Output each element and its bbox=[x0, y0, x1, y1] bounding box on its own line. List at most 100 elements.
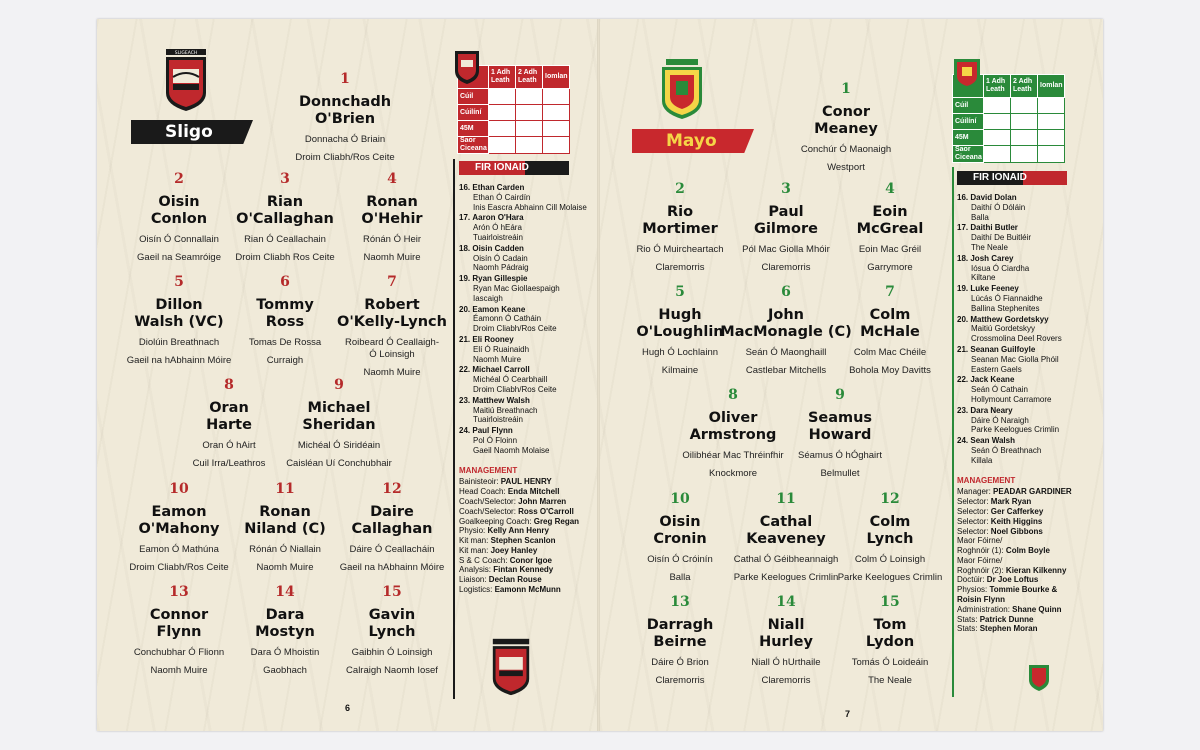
management-row: Logistics: Eamonn McMunn bbox=[459, 585, 595, 595]
score-cell[interactable] bbox=[1037, 113, 1065, 130]
mayo-bottom-crest-icon bbox=[1028, 664, 1050, 692]
mayo-crest-icon bbox=[660, 57, 704, 121]
sub-item: 21. Seanan Guilfoyle Seanan Mac Giolla Ph… bbox=[957, 345, 1097, 374]
mayo-score-box: 1 Adh Leath 2 Adh Leath Iomlan Cúil Cúilíní 4… bbox=[952, 74, 1065, 163]
player-number: 1 bbox=[340, 71, 350, 87]
management-row: Coach/Selector: John Marren bbox=[459, 497, 595, 507]
player-irish-name: Roibeard Ó Ceallaigh- Ó Loinsigh bbox=[345, 337, 439, 360]
sub-name: Jack Keane bbox=[970, 375, 1015, 385]
player-club: Claremorris bbox=[655, 262, 705, 273]
programme-spread: SLIGEACH Sligo 1 Donnchadh O'Brien Donnach… bbox=[97, 19, 1103, 731]
score-cell[interactable] bbox=[515, 88, 543, 105]
player-number: 9 bbox=[835, 387, 845, 403]
player-name: Conor Meaney bbox=[814, 104, 878, 137]
sub-number: 19. bbox=[957, 284, 969, 294]
player-number: 8 bbox=[728, 387, 738, 403]
sub-club: Inis Eascra Abhainn Cill Molaise bbox=[473, 202, 587, 212]
player-number: 14 bbox=[275, 584, 295, 600]
sub-club: The Neale bbox=[971, 242, 1008, 252]
management-name: Eamonn McMunn bbox=[494, 585, 561, 595]
player-club: The Neale bbox=[868, 675, 912, 686]
score-col-header: 2 Adh Leath bbox=[1010, 74, 1038, 98]
score-cell[interactable] bbox=[488, 136, 516, 154]
score-cell[interactable] bbox=[983, 113, 1011, 130]
score-cell[interactable] bbox=[983, 97, 1011, 114]
score-cell[interactable] bbox=[542, 104, 570, 121]
score-row-label: Cúilíní bbox=[457, 104, 489, 121]
sub-name: Seanan Guilfoyle bbox=[970, 344, 1036, 354]
management-name: PEADAR GARDINER bbox=[993, 487, 1072, 497]
management-name: Fintan Kennedy bbox=[493, 565, 554, 575]
sub-item: 18. Josh Carey Iósua Ó Ciardha Kiltane bbox=[957, 254, 1097, 283]
player-name: Oran Harte bbox=[206, 400, 252, 433]
player-name: Ronan O'Hehir bbox=[361, 194, 423, 227]
sub-club: Hollymount Carramore bbox=[971, 394, 1052, 404]
player-number: 6 bbox=[280, 274, 290, 290]
score-cell[interactable] bbox=[983, 129, 1011, 146]
player-club: Gaobhach bbox=[263, 665, 307, 676]
management-row: Roghnóir (2): Kieran Kilkenny bbox=[957, 566, 1097, 576]
management-name: Ross O'Carroll bbox=[518, 506, 574, 516]
player-club: Parke Keelogues Crimlin bbox=[733, 572, 839, 583]
score-cell[interactable] bbox=[1037, 145, 1065, 163]
player-irish-name: Pól Mac Giolla Mhóir bbox=[742, 244, 830, 255]
score-cell[interactable] bbox=[515, 120, 543, 137]
score-cell[interactable] bbox=[542, 136, 570, 154]
player-card: 12 Daire Callaghan Dáire Ó Ceallacháin Gaei… bbox=[322, 481, 462, 574]
management-role: S & C Coach: bbox=[459, 555, 510, 565]
score-cell[interactable] bbox=[1010, 113, 1038, 130]
player-irish-name: Oran Ó hAirt bbox=[202, 440, 256, 451]
score-cell[interactable] bbox=[1010, 129, 1038, 146]
player-card: 10 Oisin Cronin Oisín Ó Cróinín Balla bbox=[610, 491, 750, 584]
management-role: Goalkeeping Coach: bbox=[459, 516, 534, 526]
player-club: Naomh Muire bbox=[256, 562, 314, 573]
score-col-header: 2 Adh Leath bbox=[515, 65, 543, 89]
player-club: Westport bbox=[827, 162, 865, 173]
player-card: 2 Oisin Conlon Oisín Ó Connallain Gaeil na … bbox=[109, 171, 249, 264]
management-name: Tommie Bourke & bbox=[989, 585, 1058, 595]
player-number: 4 bbox=[387, 171, 397, 187]
score-cell[interactable] bbox=[1037, 129, 1065, 146]
player-irish-name: Rian Ó Ceallachain bbox=[244, 234, 326, 245]
sub-name: Aaron O'Hara bbox=[472, 213, 524, 223]
score-cell[interactable] bbox=[542, 120, 570, 137]
player-number: 9 bbox=[334, 377, 344, 393]
score-cell[interactable] bbox=[488, 88, 516, 105]
score-cell[interactable] bbox=[515, 136, 543, 154]
player-irish-name: Rónán Ó Niallain bbox=[249, 544, 321, 555]
sub-club: Balla bbox=[971, 212, 989, 222]
player-club: Naomh Muire bbox=[150, 665, 208, 676]
sub-irish-name: Maitiú Gordetskyy bbox=[971, 324, 1036, 334]
management-role: Manager: bbox=[957, 487, 994, 497]
sub-name: Ryan Gillespie bbox=[472, 274, 528, 284]
management-row: Liaison: Declan Rouse bbox=[459, 575, 595, 585]
player-name: Eamon O'Mahony bbox=[138, 504, 220, 537]
management-role: Roghnóir (2): bbox=[957, 565, 1006, 575]
sub-number: 17. bbox=[459, 213, 471, 223]
sub-irish-name: Maitiú Breathnach bbox=[473, 405, 538, 415]
sub-number: 23. bbox=[957, 405, 969, 415]
score-cell[interactable] bbox=[1037, 97, 1065, 114]
score-cell[interactable] bbox=[983, 145, 1011, 163]
score-cell[interactable] bbox=[1010, 145, 1038, 163]
player-club: Droim Cliabh/Ros Ceite bbox=[295, 152, 395, 163]
management-name: Keith Higgins bbox=[990, 516, 1043, 526]
player-card: 9 Michael Sheridan Michéal Ó Siridéain Cais… bbox=[269, 377, 409, 470]
player-number: 3 bbox=[280, 171, 290, 187]
score-cell[interactable] bbox=[488, 120, 516, 137]
mayo-small-crest-icon bbox=[952, 57, 982, 91]
management-name: Kelly Ann Henry bbox=[487, 526, 549, 536]
page-number-right: 7 bbox=[845, 709, 851, 719]
score-cell[interactable] bbox=[488, 104, 516, 121]
sub-number: 17. bbox=[957, 223, 969, 233]
player-irish-name: Rio Ó Muircheartach bbox=[636, 244, 724, 255]
sub-irish-name: Oisín Ó Cadain bbox=[473, 253, 528, 263]
score-cell[interactable] bbox=[515, 104, 543, 121]
sub-club: Parke Keelogues Crimlin bbox=[971, 425, 1060, 435]
player-irish-name: Eamon Ó Mathúna bbox=[139, 544, 219, 555]
score-cell[interactable] bbox=[542, 88, 570, 105]
management-row: Stats: Stephen Moran bbox=[957, 624, 1097, 634]
player-card: 4 Eoin McGreal Eoin Mac Gréil Garrymore bbox=[820, 181, 960, 274]
player-name: Donnchadh O'Brien bbox=[298, 94, 392, 127]
score-cell[interactable] bbox=[1010, 97, 1038, 114]
